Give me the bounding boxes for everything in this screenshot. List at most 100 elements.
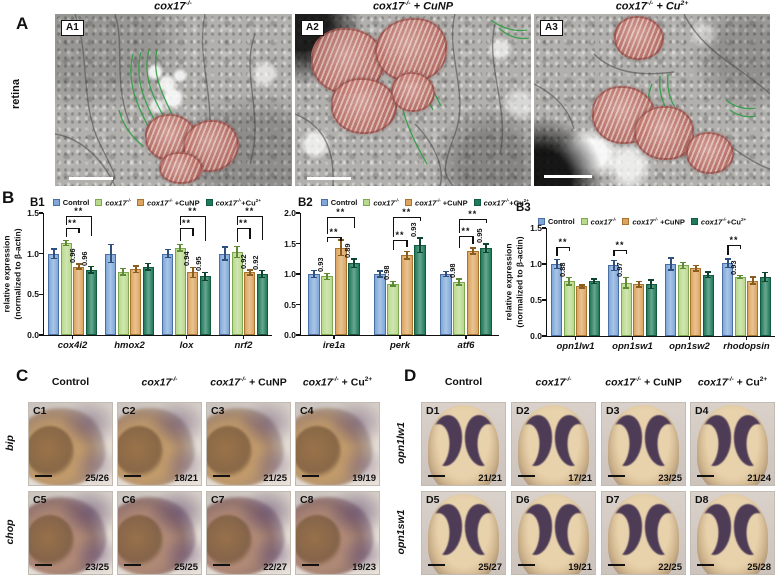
error-bar-cap bbox=[648, 287, 655, 290]
bar-value-label: 0.96 bbox=[67, 248, 77, 264]
error-bar-cap bbox=[164, 256, 171, 259]
subpanel-tag: D6 bbox=[516, 494, 530, 506]
embryo-count: 22/25 bbox=[658, 562, 682, 573]
chart-legend: Control cox17-/- cox17-/- +CuNP cox17-/-+Cu… bbox=[538, 217, 778, 227]
bar bbox=[373, 274, 386, 335]
bar bbox=[85, 269, 97, 335]
x-tick-mark bbox=[745, 336, 748, 340]
sig-label: ** bbox=[615, 239, 625, 250]
error-bar-cap bbox=[177, 250, 184, 252]
error-bar-cap bbox=[680, 261, 687, 264]
error-bar bbox=[593, 279, 596, 284]
y-tick-mark bbox=[296, 242, 300, 245]
chart-legend: Control cox17-/- cox17-/- +CuNP cox17-/-+Cu… bbox=[52, 198, 261, 207]
scale-bar bbox=[697, 564, 714, 566]
sig-bracket bbox=[393, 217, 421, 219]
sig-label: ** bbox=[67, 217, 77, 228]
subpanel-tag: C6 bbox=[122, 494, 136, 506]
bar bbox=[677, 265, 689, 336]
scale-bar bbox=[213, 564, 230, 566]
error-bar bbox=[122, 268, 125, 275]
legend-label: cox17-/- bbox=[590, 217, 617, 227]
sig-bracket-leg bbox=[739, 245, 741, 250]
error-bar-cap bbox=[566, 284, 573, 286]
y-axis-title-text: relative expression (normalized to β-acti… bbox=[503, 236, 524, 328]
error-bar bbox=[353, 258, 356, 268]
error-bar bbox=[236, 246, 239, 258]
photo-c8: C8 19/23 bbox=[295, 491, 380, 575]
error-bar bbox=[312, 270, 315, 278]
error-bar-cap bbox=[705, 271, 712, 273]
embryo-dorsal-head bbox=[517, 404, 590, 485]
legend-item: cox17-/-+Cu2+ bbox=[690, 217, 746, 227]
error-bar bbox=[65, 240, 68, 246]
error-bar-cap bbox=[483, 251, 490, 254]
error-bar bbox=[682, 262, 685, 269]
bar bbox=[414, 245, 427, 335]
subpanel-tag: C8 bbox=[300, 494, 314, 506]
error-bar bbox=[52, 248, 55, 259]
bar bbox=[400, 255, 413, 335]
y-axis-title: relative expression (normalized to β-acti… bbox=[1, 213, 22, 335]
chart-header: B3 Control cox17-/- cox17-/- +CuNP cox17-/-+… bbox=[516, 198, 778, 227]
error-bar-cap bbox=[221, 246, 228, 248]
error-bar bbox=[637, 281, 640, 288]
chart-legend: Control cox17-/- cox17-/- +CuNP cox17-/-+Cu… bbox=[320, 198, 529, 207]
sig-bracket bbox=[237, 227, 250, 229]
x-category-label: hmox2 bbox=[114, 340, 145, 351]
sig-label: ** bbox=[238, 217, 248, 228]
photo-c4: C4 19/19 bbox=[295, 402, 380, 486]
sig-label: ** bbox=[729, 235, 739, 246]
legend-swatch bbox=[95, 199, 103, 206]
legend-item: cox17-/- +CuNP bbox=[137, 198, 200, 207]
legend-item: cox17-/-+Cu2+ bbox=[205, 198, 261, 207]
error-bar-cap bbox=[120, 274, 127, 276]
panel-c-letter: C bbox=[16, 366, 29, 385]
sig-bracket bbox=[237, 216, 263, 218]
subpanel-tag: D4 bbox=[695, 405, 709, 417]
sig-bracket-leg bbox=[179, 227, 181, 241]
y-axis-title: relative expression (normalized to β-acti… bbox=[503, 228, 524, 336]
sig-bracket-leg bbox=[472, 235, 474, 244]
embryo-ventral-stain bbox=[339, 445, 379, 485]
embryo-dorsal-head bbox=[517, 493, 590, 574]
subpanel-tag: C1 bbox=[33, 405, 47, 417]
y-tick-mark bbox=[542, 335, 546, 337]
x-tick-mark bbox=[574, 336, 577, 340]
bar-value-label: 0.93 bbox=[729, 259, 739, 275]
sig-bracket-leg bbox=[65, 216, 67, 225]
legend-item: cox17-/-+Cu2+ bbox=[473, 198, 529, 207]
mitochondrion-highlight bbox=[391, 72, 435, 112]
error-bar bbox=[191, 267, 194, 278]
bar bbox=[307, 274, 320, 335]
sig-label: ** bbox=[558, 236, 568, 247]
error-bar-cap bbox=[145, 269, 152, 271]
error-bar-cap bbox=[164, 248, 171, 251]
photo-c7: C7 22/27 bbox=[206, 491, 291, 575]
error-bar-cap bbox=[132, 271, 139, 274]
error-bar-cap bbox=[553, 267, 560, 270]
scale-bar bbox=[302, 564, 319, 566]
photo-c3: C3 21/25 bbox=[206, 402, 291, 486]
error-bar-cap bbox=[50, 248, 57, 250]
scale-bar bbox=[35, 475, 52, 477]
panel-a-column-title: cox17-/- + CuNP bbox=[372, 0, 454, 13]
error-bar-cap bbox=[705, 276, 712, 279]
error-bar-cap bbox=[120, 267, 127, 270]
photo-c5: C5 23/25 bbox=[28, 491, 113, 575]
y-tick-label: 1.5 bbox=[284, 238, 296, 249]
sig-label: ** bbox=[188, 206, 198, 217]
sig-bracket-leg bbox=[406, 240, 408, 248]
legend-label: Control bbox=[548, 217, 575, 227]
embryo-hindbrain-stain bbox=[236, 492, 290, 537]
scale-bar bbox=[307, 177, 351, 180]
sig-bracket-leg bbox=[179, 216, 181, 225]
error-bar bbox=[109, 244, 112, 263]
error-bar-cap bbox=[351, 266, 358, 269]
scale-bar bbox=[697, 475, 714, 477]
error-bar-cap bbox=[177, 243, 184, 246]
subpanel-tag: A3 bbox=[540, 20, 563, 36]
y-tick-label: 1.0 bbox=[530, 259, 542, 269]
error-bar bbox=[739, 275, 742, 279]
